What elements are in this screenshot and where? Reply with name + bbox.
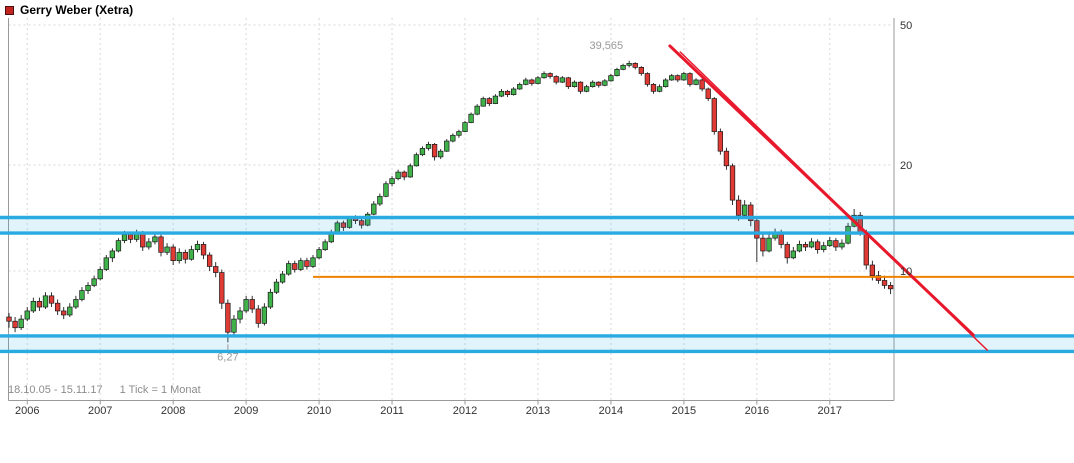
y-axis-labels: 50 20 10	[900, 20, 912, 278]
grid-layer	[8, 18, 894, 401]
downtrend-lines	[668, 44, 989, 351]
svg-text:2011: 2011	[380, 405, 404, 417]
chart-header: Gerry Weber (Xetra)	[5, 3, 133, 17]
high-annotation: 39,565	[590, 40, 624, 52]
svg-text:2006: 2006	[15, 405, 39, 417]
date-range-label: 18.10.05 - 15.11.17	[8, 384, 103, 396]
support-band	[0, 335, 1074, 352]
svg-text:2008: 2008	[161, 405, 185, 417]
svg-text:2007: 2007	[88, 405, 112, 417]
svg-text:2015: 2015	[672, 405, 696, 417]
low-annotation: 6,27	[217, 351, 238, 363]
series-legend-icon	[5, 5, 14, 15]
svg-text:2013: 2013	[526, 405, 550, 417]
svg-text:2012: 2012	[453, 405, 477, 417]
svg-text:2010: 2010	[307, 405, 331, 417]
svg-text:2017: 2017	[818, 405, 842, 417]
chart-title: Gerry Weber (Xetra)	[20, 3, 134, 17]
svg-text:2009: 2009	[234, 405, 258, 417]
svg-text:2014: 2014	[599, 405, 623, 417]
svg-text:20: 20	[900, 160, 912, 172]
annotations-layer: 39,565 6,27	[217, 40, 623, 364]
x-axis-labels: 2006 2007 2008 2009 2010 2011 2012 2013 2014 2015…	[15, 405, 842, 417]
svg-text:2016: 2016	[745, 405, 769, 417]
resistance-band	[0, 217, 1074, 234]
svg-text:50: 50	[900, 20, 912, 32]
candles-layer	[6, 60, 894, 343]
svg-text:10: 10	[900, 266, 912, 278]
support-resistance-bands	[0, 215, 1074, 354]
footer-info: 18.10.05 - 15.11.17 1 Tick = 1 Monat	[8, 384, 201, 396]
tick-interval-label: 1 Tick = 1 Monat	[119, 384, 201, 396]
